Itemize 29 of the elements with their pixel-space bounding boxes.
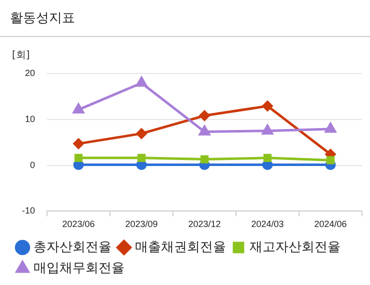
x-tick-label: 2023/09 [125,219,158,230]
y-axis-title: [회] [12,49,30,62]
point [73,138,84,149]
y-tick-label: -10 [22,206,36,216]
x-tick-label: 2023/12 [188,219,221,230]
point [136,128,147,139]
point [262,124,274,135]
point [72,103,84,114]
point [200,155,209,164]
legend-label: 재고자산회전율 [250,239,340,254]
chart-title: 활동성지표 [10,10,75,27]
legend-label: 총자산회전율 [34,239,112,254]
point [198,125,210,136]
y-tick-label: 0 [30,160,36,170]
x-tick-label: 2023/06 [62,219,95,230]
point [326,156,335,164]
point [74,154,83,162]
point [199,110,210,121]
legend-label: 매입채무회전율 [34,260,124,276]
y-tick-label: 10 [24,114,36,124]
x-tick-label: 2024/06 [314,219,347,230]
point [324,122,336,133]
point [137,154,146,162]
point [263,154,272,162]
y-tick-label: 20 [24,68,36,78]
x-tick-label: 2024/03 [251,219,284,230]
point [262,100,273,112]
legend-label: 매출채권회전율 [135,239,226,254]
point [136,76,148,87]
